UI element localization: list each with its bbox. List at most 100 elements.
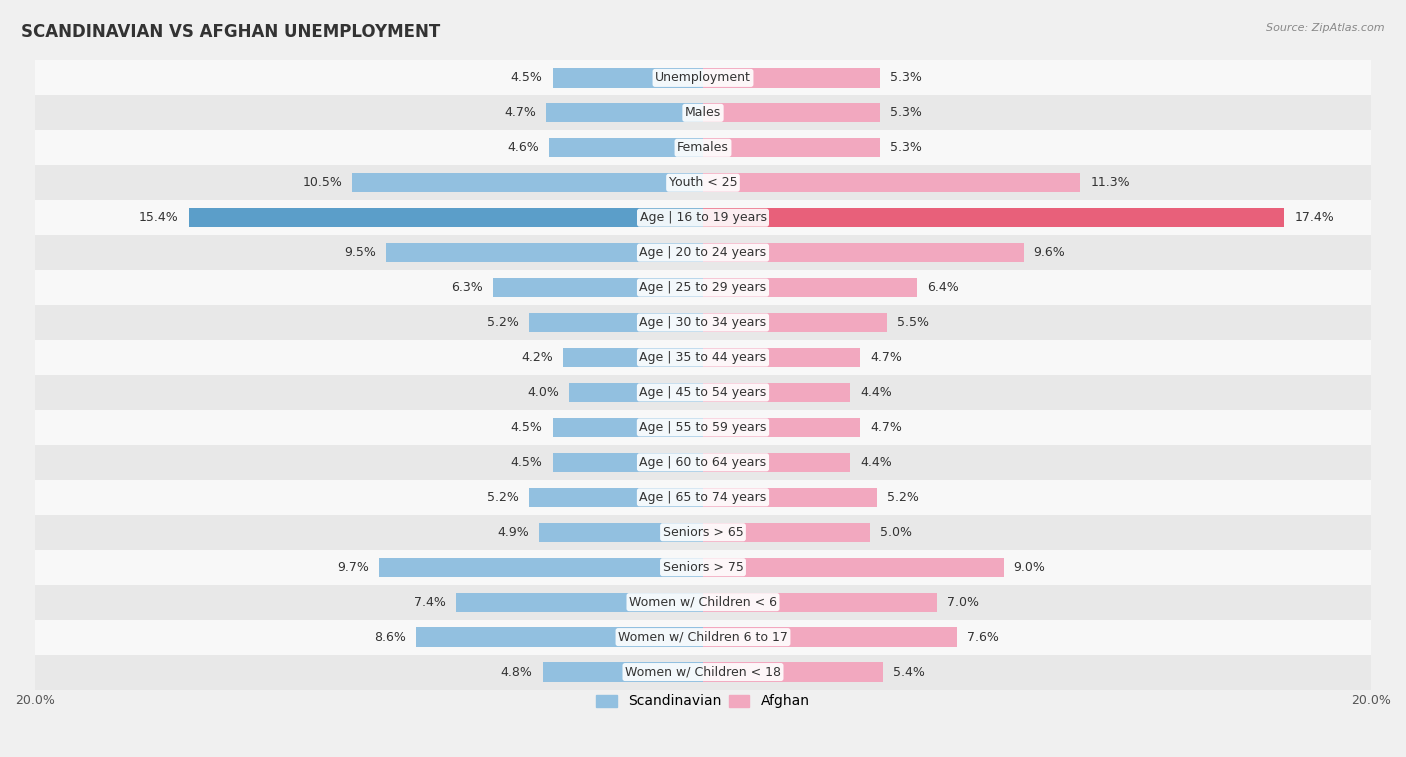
Bar bbox=[35, 550, 1371, 584]
Bar bbox=[35, 165, 1371, 200]
Bar bbox=[703, 558, 1004, 577]
Bar bbox=[416, 628, 703, 646]
Bar bbox=[492, 278, 703, 298]
Text: 4.7%: 4.7% bbox=[870, 351, 901, 364]
Bar bbox=[35, 480, 1371, 515]
Text: SCANDINAVIAN VS AFGHAN UNEMPLOYMENT: SCANDINAVIAN VS AFGHAN UNEMPLOYMENT bbox=[21, 23, 440, 41]
Text: 10.5%: 10.5% bbox=[302, 176, 342, 189]
Bar bbox=[35, 515, 1371, 550]
Bar bbox=[540, 522, 703, 542]
Legend: Scandinavian, Afghan: Scandinavian, Afghan bbox=[591, 689, 815, 714]
Bar bbox=[35, 410, 1371, 445]
Text: 8.6%: 8.6% bbox=[374, 631, 406, 643]
Text: 7.6%: 7.6% bbox=[967, 631, 998, 643]
Text: 7.4%: 7.4% bbox=[413, 596, 446, 609]
Bar bbox=[703, 139, 880, 157]
Bar bbox=[703, 173, 1080, 192]
Text: 11.3%: 11.3% bbox=[1091, 176, 1130, 189]
Text: Males: Males bbox=[685, 106, 721, 120]
Bar bbox=[553, 418, 703, 437]
Bar bbox=[35, 340, 1371, 375]
Text: 6.3%: 6.3% bbox=[451, 281, 482, 294]
Text: 4.5%: 4.5% bbox=[510, 421, 543, 434]
Bar bbox=[353, 173, 703, 192]
Text: 5.2%: 5.2% bbox=[488, 316, 519, 329]
Bar bbox=[550, 139, 703, 157]
Bar bbox=[703, 662, 883, 681]
Bar bbox=[546, 103, 703, 123]
Text: 4.8%: 4.8% bbox=[501, 665, 533, 678]
Bar bbox=[703, 453, 851, 472]
Bar bbox=[703, 383, 851, 402]
Text: 5.3%: 5.3% bbox=[890, 142, 922, 154]
Text: 5.4%: 5.4% bbox=[893, 665, 925, 678]
Bar bbox=[35, 270, 1371, 305]
Text: Females: Females bbox=[678, 142, 728, 154]
Bar bbox=[553, 453, 703, 472]
Bar bbox=[35, 95, 1371, 130]
Bar bbox=[703, 418, 860, 437]
Text: Unemployment: Unemployment bbox=[655, 71, 751, 84]
Text: Women w/ Children < 6: Women w/ Children < 6 bbox=[628, 596, 778, 609]
Text: 4.4%: 4.4% bbox=[860, 386, 891, 399]
Bar bbox=[188, 208, 703, 227]
Text: Age | 30 to 34 years: Age | 30 to 34 years bbox=[640, 316, 766, 329]
Bar bbox=[35, 305, 1371, 340]
Bar bbox=[35, 61, 1371, 95]
Text: Age | 45 to 54 years: Age | 45 to 54 years bbox=[640, 386, 766, 399]
Bar bbox=[703, 522, 870, 542]
Text: 4.2%: 4.2% bbox=[522, 351, 553, 364]
Text: 4.6%: 4.6% bbox=[508, 142, 540, 154]
Bar bbox=[35, 130, 1371, 165]
Bar bbox=[562, 348, 703, 367]
Text: Age | 20 to 24 years: Age | 20 to 24 years bbox=[640, 246, 766, 259]
Text: 4.5%: 4.5% bbox=[510, 456, 543, 469]
Bar bbox=[385, 243, 703, 262]
Text: Women w/ Children 6 to 17: Women w/ Children 6 to 17 bbox=[619, 631, 787, 643]
Text: Age | 65 to 74 years: Age | 65 to 74 years bbox=[640, 491, 766, 504]
Bar bbox=[703, 278, 917, 298]
Text: Seniors > 65: Seniors > 65 bbox=[662, 526, 744, 539]
Text: 6.4%: 6.4% bbox=[927, 281, 959, 294]
Bar bbox=[35, 235, 1371, 270]
Text: 5.3%: 5.3% bbox=[890, 71, 922, 84]
Bar bbox=[35, 584, 1371, 620]
Text: Seniors > 75: Seniors > 75 bbox=[662, 561, 744, 574]
Bar bbox=[529, 313, 703, 332]
Bar bbox=[703, 628, 957, 646]
Bar bbox=[569, 383, 703, 402]
Bar bbox=[703, 68, 880, 88]
Bar bbox=[456, 593, 703, 612]
Text: 9.0%: 9.0% bbox=[1014, 561, 1046, 574]
Text: 4.4%: 4.4% bbox=[860, 456, 891, 469]
Text: Women w/ Children < 18: Women w/ Children < 18 bbox=[626, 665, 780, 678]
Bar bbox=[35, 445, 1371, 480]
Text: 4.7%: 4.7% bbox=[870, 421, 901, 434]
Bar bbox=[35, 620, 1371, 655]
Bar bbox=[529, 488, 703, 507]
Bar bbox=[703, 243, 1024, 262]
Text: Youth < 25: Youth < 25 bbox=[669, 176, 737, 189]
Bar bbox=[35, 375, 1371, 410]
Bar bbox=[35, 200, 1371, 235]
Text: Source: ZipAtlas.com: Source: ZipAtlas.com bbox=[1267, 23, 1385, 33]
Text: 9.5%: 9.5% bbox=[344, 246, 375, 259]
Text: 5.2%: 5.2% bbox=[887, 491, 918, 504]
Text: 5.0%: 5.0% bbox=[880, 526, 912, 539]
Bar bbox=[703, 593, 936, 612]
Text: Age | 16 to 19 years: Age | 16 to 19 years bbox=[640, 211, 766, 224]
Bar bbox=[703, 103, 880, 123]
Text: 9.7%: 9.7% bbox=[337, 561, 368, 574]
Text: 17.4%: 17.4% bbox=[1295, 211, 1334, 224]
Bar bbox=[703, 348, 860, 367]
Text: Age | 60 to 64 years: Age | 60 to 64 years bbox=[640, 456, 766, 469]
Text: 4.5%: 4.5% bbox=[510, 71, 543, 84]
Text: 9.6%: 9.6% bbox=[1033, 246, 1066, 259]
Text: 5.3%: 5.3% bbox=[890, 106, 922, 120]
Text: 4.9%: 4.9% bbox=[498, 526, 529, 539]
Bar bbox=[380, 558, 703, 577]
Bar bbox=[703, 313, 887, 332]
Bar bbox=[543, 662, 703, 681]
Bar bbox=[35, 655, 1371, 690]
Text: 4.0%: 4.0% bbox=[527, 386, 560, 399]
